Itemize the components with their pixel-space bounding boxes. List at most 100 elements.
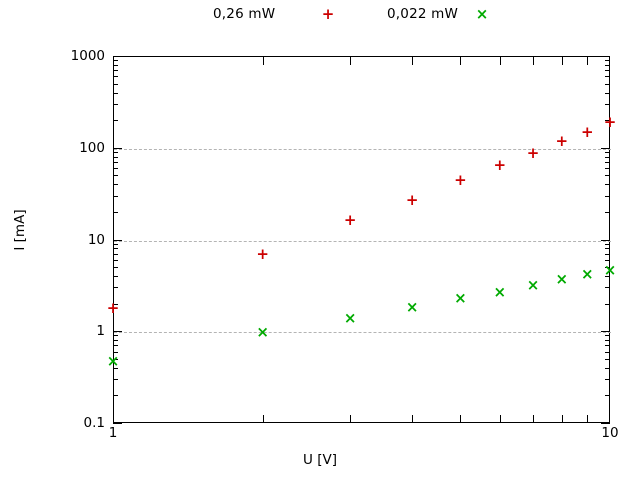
y-tick-minor <box>605 345 610 347</box>
y-tick-major <box>601 147 610 149</box>
y-tick-minor <box>113 243 118 245</box>
y-tick-minor <box>113 395 118 397</box>
x-tick-minor <box>499 57 501 65</box>
x-tick-minor <box>460 415 462 423</box>
x-tick-minor <box>533 57 534 65</box>
y-tick-minor <box>605 335 610 337</box>
y-tick-minor <box>113 151 118 153</box>
y-tick-minor <box>605 70 610 72</box>
x-tick-minor <box>587 415 589 423</box>
x-tick-minor <box>350 415 352 423</box>
y-tick-minor <box>605 276 610 277</box>
y-tick-minor <box>113 367 118 369</box>
legend-label: 0,26 mW <box>213 6 276 22</box>
y-tick-minor <box>605 211 610 213</box>
x-tick-minor <box>412 415 414 423</box>
y-tick-major <box>113 147 122 149</box>
y-tick-minor <box>113 60 118 62</box>
y-tick-minor <box>605 83 610 85</box>
y-tick-minor <box>605 340 610 342</box>
y-tick-minor <box>113 168 118 170</box>
y-tick-minor <box>113 287 118 289</box>
plus-marker-icon: + <box>321 5 335 23</box>
y-tick-major <box>113 423 122 424</box>
x-tick-label: 1 <box>108 425 118 441</box>
y-tick-minor <box>605 103 610 105</box>
y-tick-minor <box>605 358 610 360</box>
y-tick-minor <box>605 120 610 122</box>
y-tick-label: 1 <box>96 323 105 340</box>
x-tick-minor <box>533 415 534 423</box>
y-tick-minor <box>113 379 118 381</box>
y-tick-minor <box>605 287 610 289</box>
y-tick-major <box>601 239 610 241</box>
x-tick-minor <box>499 415 501 423</box>
x-tick-minor <box>561 415 563 423</box>
gridline-y <box>114 148 611 150</box>
y-tick-minor <box>605 175 610 177</box>
y-tick-minor <box>605 243 610 245</box>
y-tick-minor <box>113 253 118 255</box>
y-tick-minor <box>113 303 118 305</box>
y-tick-minor <box>605 351 610 353</box>
y-tick-minor <box>605 253 610 255</box>
x-tick-minor <box>350 57 352 65</box>
y-tick-minor <box>605 151 610 153</box>
x-tick-minor <box>587 57 589 65</box>
y-tick-minor <box>113 211 118 213</box>
y-tick-major <box>601 56 610 57</box>
y-tick-minor <box>605 64 610 66</box>
y-tick-minor <box>113 76 118 78</box>
y-tick-minor <box>113 83 118 85</box>
y-tick-label: 0.1 <box>83 415 105 431</box>
plot-frame <box>113 56 611 423</box>
y-tick-minor <box>113 156 118 158</box>
y-tick-minor <box>605 367 610 369</box>
y-tick-minor <box>113 248 118 250</box>
y-tick-minor <box>605 184 610 186</box>
y-tick-minor <box>113 340 118 342</box>
y-tick-major <box>113 331 122 333</box>
y-tick-minor <box>113 92 118 94</box>
y-tick-minor <box>113 70 118 72</box>
y-tick-major <box>113 239 122 241</box>
x-tick-minor <box>561 57 563 65</box>
y-tick-minor <box>113 103 118 105</box>
y-tick-minor <box>605 303 610 305</box>
y-tick-major <box>601 423 610 424</box>
y-tick-label: 1000 <box>70 48 105 64</box>
y-tick-minor <box>113 161 118 163</box>
y-tick-minor <box>113 120 118 122</box>
y-tick-minor <box>113 345 118 347</box>
y-tick-minor <box>605 259 610 261</box>
x-tick-minor <box>262 57 264 65</box>
y-tick-major <box>601 331 610 333</box>
y-tick-minor <box>113 259 118 261</box>
y-tick-minor <box>605 267 610 269</box>
y-tick-minor <box>113 64 118 66</box>
y-axis-title: I [mA] <box>12 209 28 251</box>
x-tick-minor <box>460 57 462 65</box>
y-tick-label: 100 <box>79 139 105 156</box>
y-tick-minor <box>113 195 118 197</box>
y-tick-minor <box>113 175 118 177</box>
chart-legend: 0,26 mW +0,022 mW × <box>0 0 640 30</box>
x-tick-minor <box>262 415 264 423</box>
y-tick-minor <box>113 276 118 277</box>
legend-label: 0,022 mW <box>387 6 459 22</box>
cross-marker-icon: × <box>475 5 489 23</box>
y-tick-label: 10 <box>87 231 105 248</box>
y-tick-minor <box>605 60 610 62</box>
y-tick-minor <box>605 168 610 170</box>
x-tick-label: 10 <box>601 425 619 441</box>
y-tick-minor <box>605 395 610 397</box>
x-axis-title: U [V] <box>303 452 337 468</box>
y-tick-minor <box>605 156 610 158</box>
y-tick-minor <box>113 351 118 353</box>
y-tick-minor <box>605 92 610 94</box>
y-tick-major <box>113 56 122 57</box>
y-tick-minor <box>605 379 610 381</box>
y-tick-minor <box>605 161 610 163</box>
y-tick-minor <box>113 335 118 337</box>
